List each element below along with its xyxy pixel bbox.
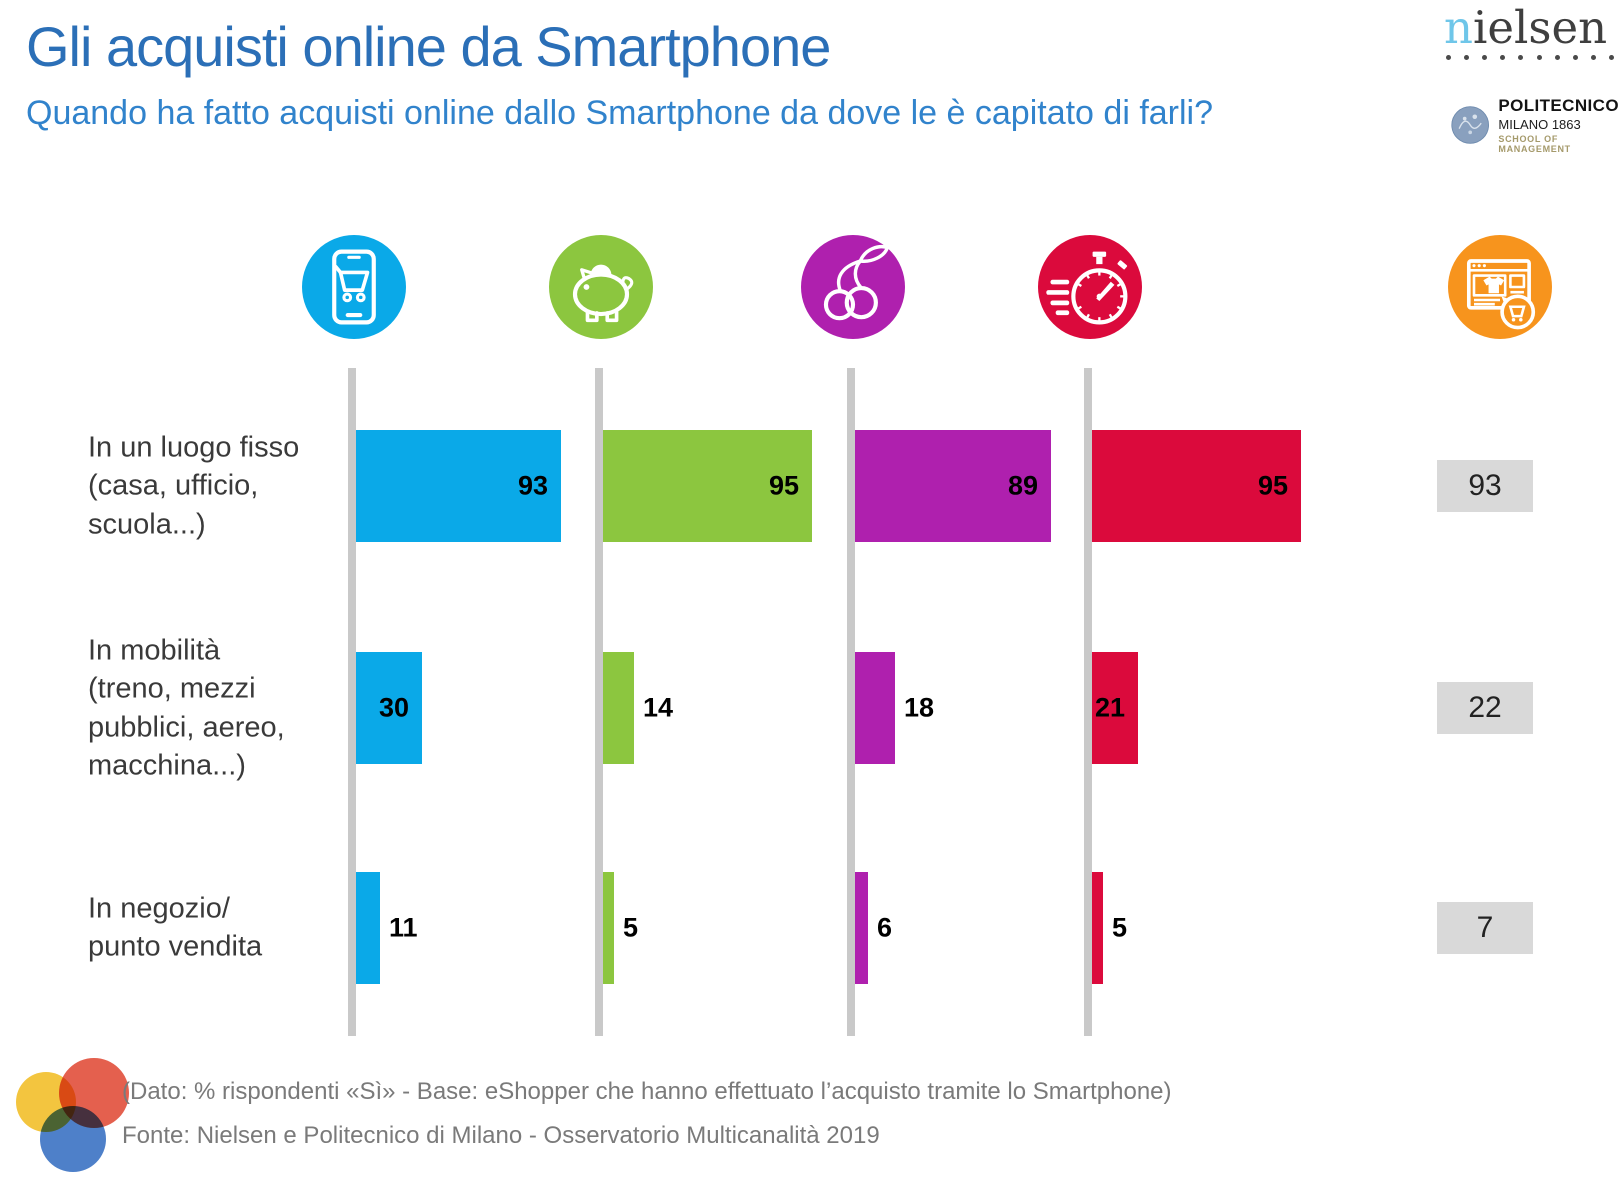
- bar-value-label: 5: [1112, 912, 1128, 943]
- smartphone-cart-bar: [356, 872, 380, 984]
- page-subtitle: Quando ha fatto acquisti online dallo Sm…: [26, 94, 1214, 132]
- cherries-bar: [855, 872, 868, 984]
- smartphone-cart-icon: [302, 235, 406, 339]
- source-note: Fonte: Nielsen e Politecnico di Milano -…: [122, 1122, 880, 1149]
- bar-value-label: 5: [623, 912, 639, 943]
- cherries-bar: [855, 652, 895, 764]
- bar-value-label: 95: [768, 470, 799, 501]
- stopwatch-bar: 21: [1092, 652, 1138, 764]
- bar-value-label: 95: [1257, 470, 1288, 501]
- politecnico-logo: POLITECNICO MILANO 1863 SCHOOL OF MANAGE…: [1450, 96, 1622, 154]
- politecnico-line3: SCHOOL OF MANAGEMENT: [1498, 134, 1571, 154]
- total-value-box: 22: [1437, 682, 1533, 734]
- total-value-box: 93: [1437, 460, 1533, 512]
- piggy-bank-bar: [603, 652, 634, 764]
- category-label: In negozio/ punto vendita: [88, 892, 263, 963]
- politecnico-text: POLITECNICO MILANO 1863 SCHOOL OF MANAGE…: [1498, 96, 1622, 154]
- piggy-bank-icon: [549, 235, 653, 339]
- bar-value-label: 11: [389, 912, 418, 943]
- politecnico-line2: MILANO 1863: [1498, 117, 1581, 132]
- osservatorio-multicanalita-logo: [16, 1058, 129, 1172]
- category-label: In un luogo fisso (casa, ufficio, scuola…: [88, 431, 300, 541]
- bar-value-label: 14: [643, 692, 674, 723]
- nielsen-wordmark: nielsen: [1444, 4, 1618, 51]
- cherries-bar: 89: [855, 430, 1051, 542]
- bar-value-label: 6: [877, 912, 893, 943]
- bar-value-label: 93: [517, 470, 548, 501]
- smartphone-cart-bar: 30: [356, 652, 422, 764]
- browser-cart-icon: [1448, 235, 1552, 339]
- nielsen-rest: ielsen: [1472, 1, 1608, 54]
- category-label: In mobilità (treno, mezzi pubblici, aere…: [88, 634, 285, 782]
- nielsen-logo: nielsen: [1444, 4, 1618, 61]
- bar-value-label: 89: [1007, 470, 1038, 501]
- page-title: Gli acquisti online da Smartphone: [26, 15, 831, 78]
- bar-value-label: 30: [378, 692, 409, 723]
- stopwatch-bar: 95: [1092, 430, 1301, 542]
- total-value-box: 7: [1437, 902, 1533, 954]
- data-note: (Dato: % rispondenti «Sì» - Base: eShopp…: [122, 1078, 1172, 1105]
- stopwatch-icon: [1038, 235, 1142, 339]
- piggy-bank-bar: [603, 872, 614, 984]
- axis-line: [847, 368, 855, 1036]
- piggy-bank-bar: 95: [603, 430, 812, 542]
- politecnico-line1: POLITECNICO: [1498, 96, 1619, 115]
- cherries-icon: [801, 235, 905, 339]
- axis-line: [1084, 368, 1092, 1036]
- axis-line: [595, 368, 603, 1036]
- nielsen-dots-icon: [1446, 55, 1614, 61]
- bar-value-label: 21: [1094, 692, 1125, 723]
- smartphone-cart-bar: 93: [356, 430, 561, 542]
- politecnico-seal-icon: [1451, 106, 1489, 144]
- bar-value-label: 18: [904, 692, 935, 723]
- stopwatch-bar: [1092, 872, 1103, 984]
- nielsen-n: n: [1444, 1, 1473, 54]
- axis-line: [348, 368, 356, 1036]
